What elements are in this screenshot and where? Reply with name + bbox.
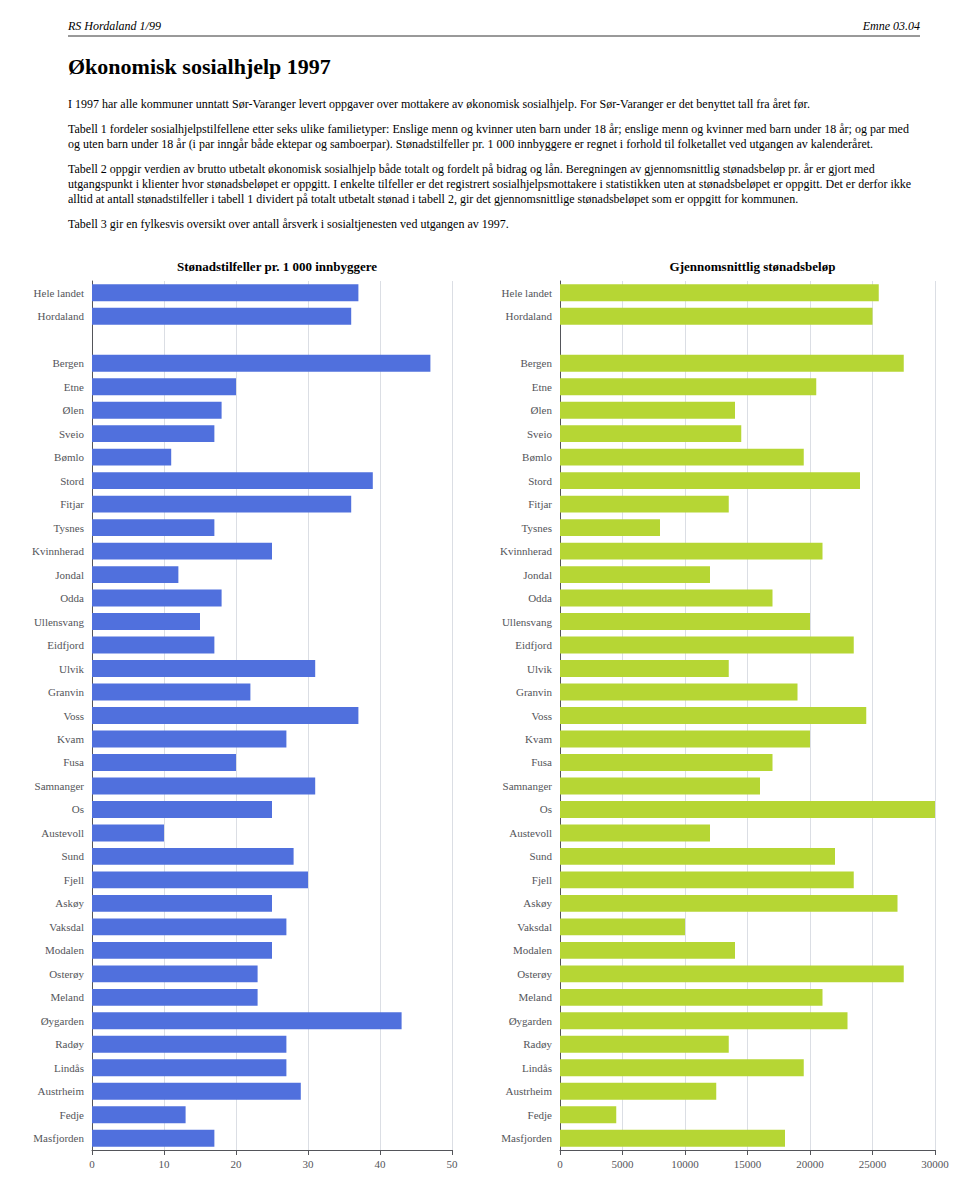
svg-text:Odda: Odda (60, 592, 84, 604)
svg-text:10: 10 (159, 1158, 171, 1170)
svg-text:Tabell 3 gir en fylkesvis over: Tabell 3 gir en fylkesvis oversikt over … (68, 217, 509, 231)
svg-text:Ølen: Ølen (63, 404, 85, 416)
svg-text:Austrheim: Austrheim (506, 1085, 553, 1097)
svg-text:Radøy: Radøy (523, 1038, 552, 1050)
svg-text:15000: 15000 (734, 1158, 762, 1170)
svg-text:Osterøy: Osterøy (49, 968, 84, 980)
svg-text:Voss: Voss (63, 710, 84, 722)
svg-text:Lindås: Lindås (54, 1062, 84, 1074)
svg-text:30000: 30000 (921, 1158, 949, 1170)
svg-text:Fitjar: Fitjar (60, 498, 84, 510)
svg-text:Kvam: Kvam (57, 733, 84, 745)
svg-text:Bømlo: Bømlo (54, 451, 84, 463)
svg-text:Ølen: Ølen (531, 404, 553, 416)
svg-text:5000: 5000 (612, 1158, 635, 1170)
svg-text:20000: 20000 (796, 1158, 824, 1170)
svg-text:Øygarden: Øygarden (41, 1015, 85, 1027)
svg-text:Ullensvang: Ullensvang (34, 616, 85, 628)
svg-text:Hordaland: Hordaland (506, 310, 553, 322)
svg-text:Os: Os (540, 803, 552, 815)
svg-text:Austrheim: Austrheim (38, 1085, 85, 1097)
svg-text:Tysnes: Tysnes (522, 522, 552, 534)
svg-text:Modalen: Modalen (45, 944, 85, 956)
svg-text:0: 0 (89, 1158, 95, 1170)
svg-text:40: 40 (375, 1158, 387, 1170)
svg-text:og uten barn under 18 år (i pa: og uten barn under 18 år (i par inngår b… (68, 137, 873, 151)
svg-text:Kvinnherad: Kvinnherad (500, 545, 552, 557)
svg-text:Fusa: Fusa (63, 756, 84, 768)
svg-text:Austevoll: Austevoll (509, 827, 552, 839)
svg-text:Ulvik: Ulvik (527, 663, 553, 675)
svg-text:Voss: Voss (531, 710, 552, 722)
svg-text:Samnanger: Samnanger (35, 780, 85, 792)
svg-text:Jondal: Jondal (55, 569, 84, 581)
svg-text:Jondal: Jondal (523, 569, 552, 581)
svg-text:Fedje: Fedje (528, 1109, 553, 1121)
svg-text:Sund: Sund (529, 850, 552, 862)
svg-text:Kvinnherad: Kvinnherad (32, 545, 84, 557)
svg-text:Odda: Odda (528, 592, 552, 604)
svg-text:30: 30 (303, 1158, 315, 1170)
svg-text:Fedje: Fedje (60, 1109, 85, 1121)
svg-text:10000: 10000 (671, 1158, 699, 1170)
svg-text:Radøy: Radøy (55, 1038, 84, 1050)
svg-text:Sund: Sund (61, 850, 84, 862)
svg-text:Bergen: Bergen (520, 357, 552, 369)
svg-text:Fjell: Fjell (532, 874, 552, 886)
svg-text:Sveio: Sveio (59, 428, 85, 440)
svg-text:Eidfjord: Eidfjord (47, 639, 84, 651)
svg-text:Kvam: Kvam (525, 733, 552, 745)
svg-text:I 1997 har alle kommuner unnta: I 1997 har alle kommuner unntatt Sør-Var… (68, 97, 810, 111)
svg-text:Samnanger: Samnanger (503, 780, 553, 792)
svg-text:Fitjar: Fitjar (528, 498, 552, 510)
svg-text:Ullensvang: Ullensvang (502, 616, 553, 628)
svg-text:utgangspunkt i klienter hvor s: utgangspunkt i klienter hvor stønadsbelø… (68, 177, 911, 191)
svg-text:Granvin: Granvin (516, 686, 553, 698)
svg-text:Øygarden: Øygarden (509, 1015, 553, 1027)
svg-text:Tysnes: Tysnes (54, 522, 84, 534)
svg-text:Ulvik: Ulvik (59, 663, 85, 675)
svg-text:Tabell 1 fordeler sosialhjelps: Tabell 1 fordeler sosialhjelpstilfellene… (68, 122, 909, 136)
svg-text:Modalen: Modalen (513, 944, 553, 956)
svg-text:Meland: Meland (50, 991, 84, 1003)
svg-text:Sveio: Sveio (527, 428, 553, 440)
svg-text:Hele landet: Hele landet (502, 287, 552, 299)
svg-text:RS Hordaland 1/99: RS Hordaland 1/99 (67, 19, 161, 33)
svg-text:Masfjorden: Masfjorden (33, 1132, 84, 1144)
svg-text:Stord: Stord (528, 475, 552, 487)
svg-text:Askøy: Askøy (523, 897, 552, 909)
svg-text:Stord: Stord (60, 475, 84, 487)
svg-text:Tabell 2 oppgir verdien av bru: Tabell 2 oppgir verdien av brutto utbeta… (68, 162, 875, 176)
svg-text:Fusa: Fusa (531, 756, 552, 768)
svg-text:Fjell: Fjell (64, 874, 84, 886)
svg-text:Hordaland: Hordaland (38, 310, 85, 322)
svg-text:Bømlo: Bømlo (522, 451, 552, 463)
svg-text:Osterøy: Osterøy (517, 968, 552, 980)
svg-text:Vaksdal: Vaksdal (517, 921, 552, 933)
svg-text:alltid at antall stønadstilfel: alltid at antall stønadstilfeller i tabe… (68, 192, 798, 206)
svg-text:Granvin: Granvin (48, 686, 85, 698)
svg-text:Etne: Etne (532, 381, 552, 393)
svg-text:Etne: Etne (64, 381, 84, 393)
svg-text:Bergen: Bergen (52, 357, 84, 369)
svg-text:Austevoll: Austevoll (41, 827, 84, 839)
svg-text:Hele landet: Hele landet (34, 287, 84, 299)
svg-text:0: 0 (557, 1158, 563, 1170)
svg-text:Meland: Meland (518, 991, 552, 1003)
svg-text:Vaksdal: Vaksdal (49, 921, 84, 933)
svg-text:Eidfjord: Eidfjord (515, 639, 552, 651)
svg-text:Stønadstilfeller pr. 1 000 inn: Stønadstilfeller pr. 1 000 innbyggere (177, 259, 377, 274)
svg-text:Lindås: Lindås (522, 1062, 552, 1074)
svg-text:Økonomisk sosialhjelp 1997: Økonomisk sosialhjelp 1997 (68, 54, 331, 79)
svg-text:Masfjorden: Masfjorden (501, 1132, 552, 1144)
svg-text:Os: Os (72, 803, 84, 815)
svg-text:Gjennomsnittlig stønadsbeløp: Gjennomsnittlig stønadsbeløp (670, 259, 836, 274)
svg-text:50: 50 (447, 1158, 459, 1170)
svg-text:Askøy: Askøy (55, 897, 84, 909)
svg-text:25000: 25000 (859, 1158, 887, 1170)
svg-text:20: 20 (231, 1158, 243, 1170)
svg-text:Emne 03.04: Emne 03.04 (862, 19, 920, 33)
